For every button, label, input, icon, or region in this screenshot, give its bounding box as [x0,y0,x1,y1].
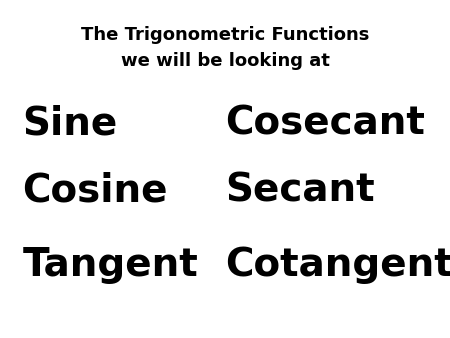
Text: Cosine: Cosine [22,172,168,210]
Text: Cosecant: Cosecant [225,104,425,142]
Text: Secant: Secant [225,172,374,210]
Text: Cotangent: Cotangent [225,246,450,284]
Text: Sine: Sine [22,104,118,142]
Text: Tangent: Tangent [22,246,198,284]
Text: The Trigonometric Functions: The Trigonometric Functions [81,26,369,45]
Text: we will be looking at: we will be looking at [121,52,329,70]
